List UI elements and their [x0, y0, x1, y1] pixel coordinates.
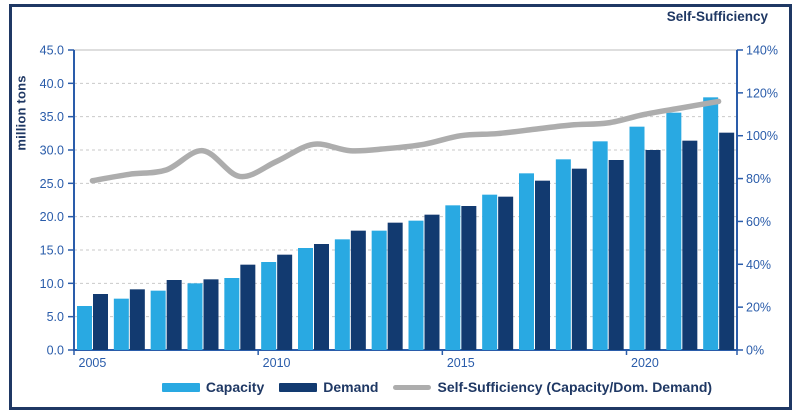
demand-bar [203, 279, 219, 350]
left-axis-tick-label: 0.0 [47, 344, 64, 358]
x-axis-year-label: 2020 [631, 356, 659, 370]
capacity-bar [703, 97, 719, 350]
legend-item-demand: Demand [279, 379, 378, 395]
right-axis-tick-label: 0% [746, 344, 764, 358]
right-axis-title: Self-Sufficiency [666, 9, 768, 24]
capacity-bar [482, 194, 498, 350]
capacity-bar [334, 239, 350, 350]
legend-label-self-sufficiency: Self-Sufficiency (Capacity/Dom. Demand) [437, 379, 713, 395]
capacity-bar [408, 220, 424, 350]
demand-bar [277, 254, 293, 350]
demand-bar [719, 132, 735, 350]
demand-bar [608, 160, 624, 350]
legend: Capacity Demand Self-Sufficiency (Capaci… [90, 377, 784, 397]
legend-label-capacity: Capacity [205, 379, 265, 395]
right-axis-tick-label: 120% [746, 86, 778, 100]
capacity-bar [224, 278, 240, 350]
right-axis-tick-label: 80% [746, 172, 771, 186]
demand-bar [350, 230, 366, 350]
left-axis-tick-label: 25.0 [40, 177, 64, 191]
legend-item-self-sufficiency: Self-Sufficiency (Capacity/Dom. Demand) [393, 379, 712, 395]
right-axis-tick-label: 20% [746, 301, 771, 315]
left-axis-tick-label: 5.0 [47, 310, 64, 324]
capacity-bar [261, 262, 277, 350]
capacity-bar [445, 205, 461, 350]
left-axis-tick-label: 10.0 [40, 277, 64, 291]
demand-bar [240, 264, 256, 350]
x-axis-year-label: 2015 [447, 356, 475, 370]
demand-bar [166, 280, 182, 350]
demand-bar [645, 150, 661, 350]
legend-item-capacity: Capacity [161, 379, 265, 395]
right-axis-tick-label: 40% [746, 258, 771, 272]
demand-bar [571, 168, 587, 350]
capacity-bar [666, 112, 682, 351]
capacity-bar [555, 159, 571, 350]
capacity-legend-swatch [161, 382, 200, 392]
demand-bar [93, 294, 108, 350]
x-axis-year-label: 2010 [263, 356, 291, 370]
left-axis-tick-label: 40.0 [40, 77, 64, 91]
demand-bar [314, 244, 329, 350]
right-axis-tick-label: 100% [746, 129, 778, 143]
demand-bar [682, 140, 698, 350]
capacity-bar [187, 283, 203, 350]
self-sufficiency-legend-swatch [393, 384, 432, 390]
right-axis-tick-label: 140% [746, 44, 778, 58]
demand-bar [387, 222, 403, 350]
left-axis-tick-label: 20.0 [40, 210, 64, 224]
left-axis-tick-label: 15.0 [40, 244, 64, 258]
self-sufficiency-line [89, 98, 722, 184]
left-axis-tick-label: 35.0 [40, 110, 64, 124]
capacity-bar [592, 141, 608, 350]
left-axis-tick-label: 30.0 [40, 144, 64, 158]
capacity-bar [150, 290, 166, 350]
right-axis-tick-label: 60% [746, 215, 771, 229]
demand-bar [498, 196, 514, 350]
demand-bar [424, 214, 440, 350]
capacity-bar [77, 306, 92, 350]
demand-bar [461, 206, 477, 350]
capacity-bar [113, 298, 129, 350]
x-axis-year-label: 2005 [79, 356, 107, 370]
legend-label-demand: Demand [323, 379, 379, 395]
capacity-bar [629, 126, 645, 351]
capacity-bar [371, 230, 387, 350]
demand-bar [129, 289, 145, 350]
left-axis-tick-label: 45.0 [40, 44, 64, 58]
capacity-bar [298, 248, 313, 350]
capacity-bar [519, 173, 534, 350]
demand-bar [535, 180, 550, 350]
demand-legend-swatch [279, 382, 318, 392]
